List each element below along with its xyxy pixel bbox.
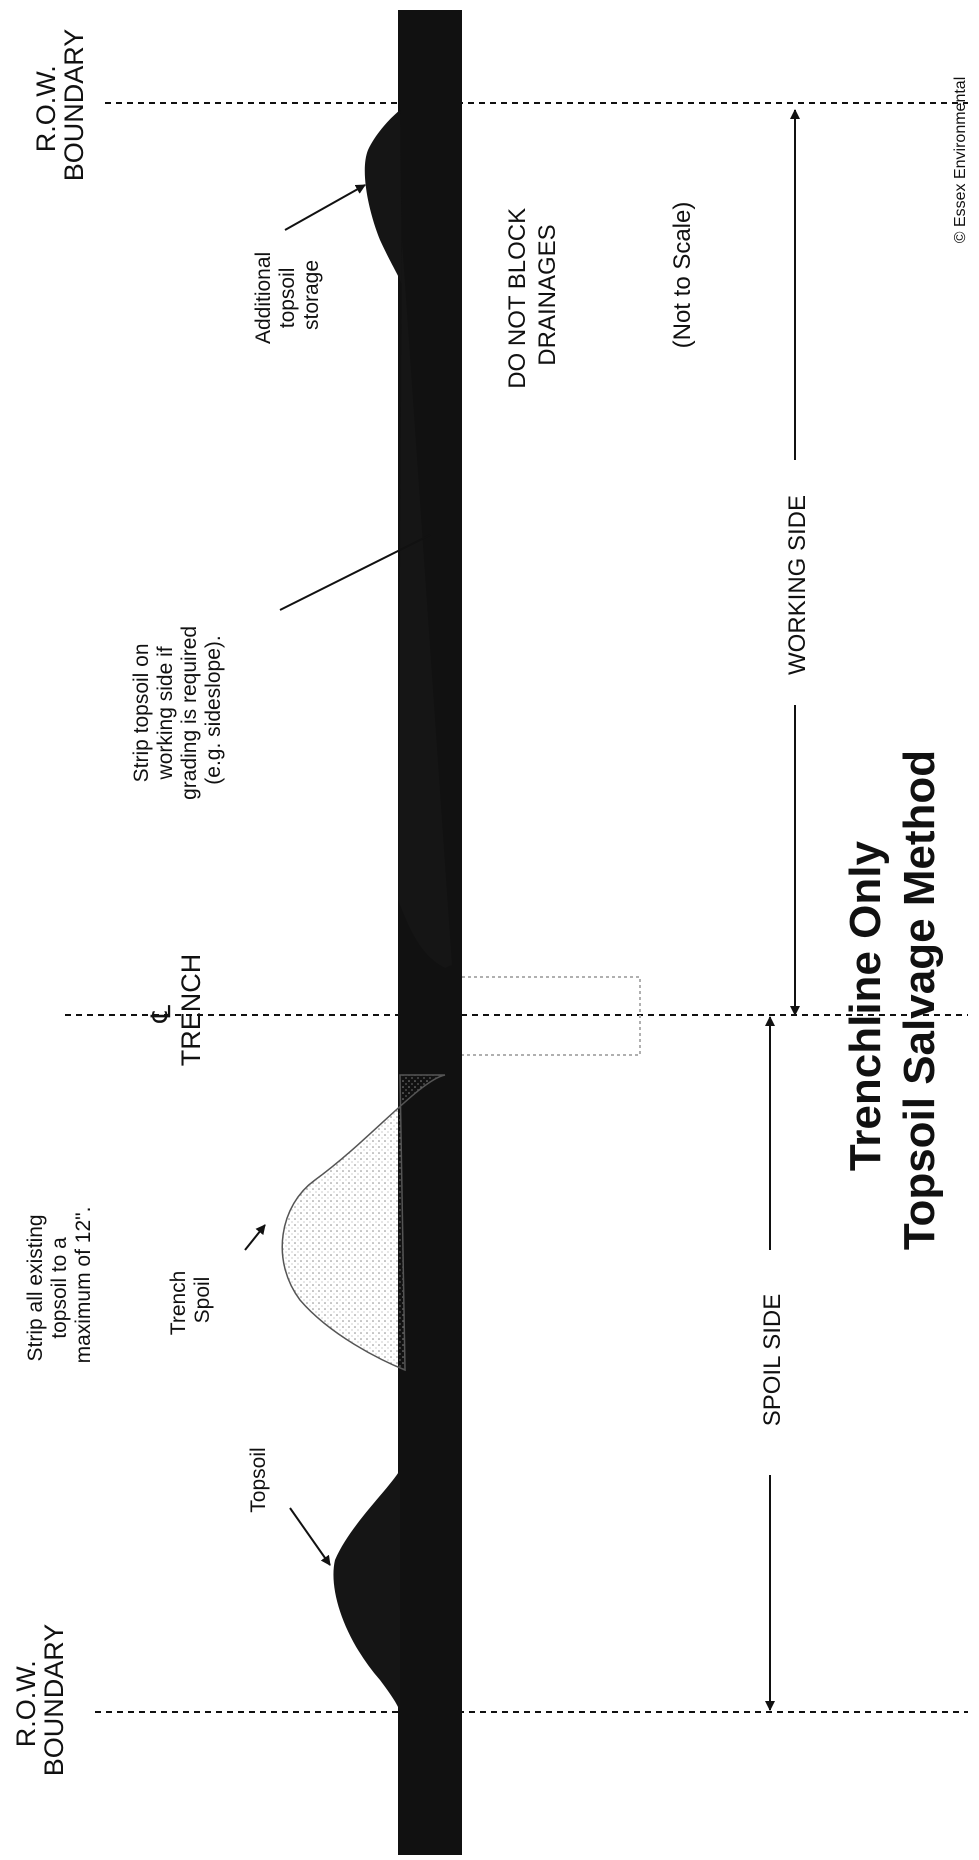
diagram-title: Trenchline Only Topsoil Salvage Method bbox=[841, 750, 944, 1250]
strip-working-leader bbox=[279, 534, 431, 611]
drainage-note: DO NOT BLOCK DRAINAGES bbox=[504, 201, 561, 389]
working-side-label: WORKING SIDE bbox=[784, 495, 811, 675]
topsoil-pile bbox=[333, 1470, 400, 1712]
spoil-side-label: SPOIL SIDE bbox=[759, 1294, 786, 1427]
trench-centerline-label: ℄ TRENCH bbox=[146, 954, 206, 1067]
row-boundary-top-label: R.O.W. BOUNDARY bbox=[31, 29, 89, 182]
topsoil-leader bbox=[289, 1507, 331, 1566]
trench-spoil-pile bbox=[281, 1074, 446, 1372]
additional-storage-annotation: Additional topsoil storage bbox=[252, 246, 323, 344]
trench-spoil-leader bbox=[244, 1224, 266, 1251]
row-boundary-bottom-label: R.O.W. BOUNDARY bbox=[11, 1624, 69, 1777]
trench-outline bbox=[462, 976, 641, 1056]
additional-storage-leader bbox=[284, 184, 366, 231]
trench-spoil-annotation: Trench Spoil bbox=[167, 1265, 214, 1335]
scale-note: (Not to Scale) bbox=[669, 202, 696, 349]
copyright-text: © Essex Environmental bbox=[952, 77, 969, 244]
strip-all-annotation: Strip all existing topsoil to a maximum … bbox=[24, 1207, 95, 1364]
additional-topsoil-storage-pile bbox=[364, 110, 402, 285]
strip-working-annotation: Strip topsoil on working side if grading… bbox=[130, 620, 225, 800]
working-side-thin-topsoil bbox=[398, 240, 452, 968]
topsoil-annotation: Topsoil bbox=[247, 1447, 270, 1512]
